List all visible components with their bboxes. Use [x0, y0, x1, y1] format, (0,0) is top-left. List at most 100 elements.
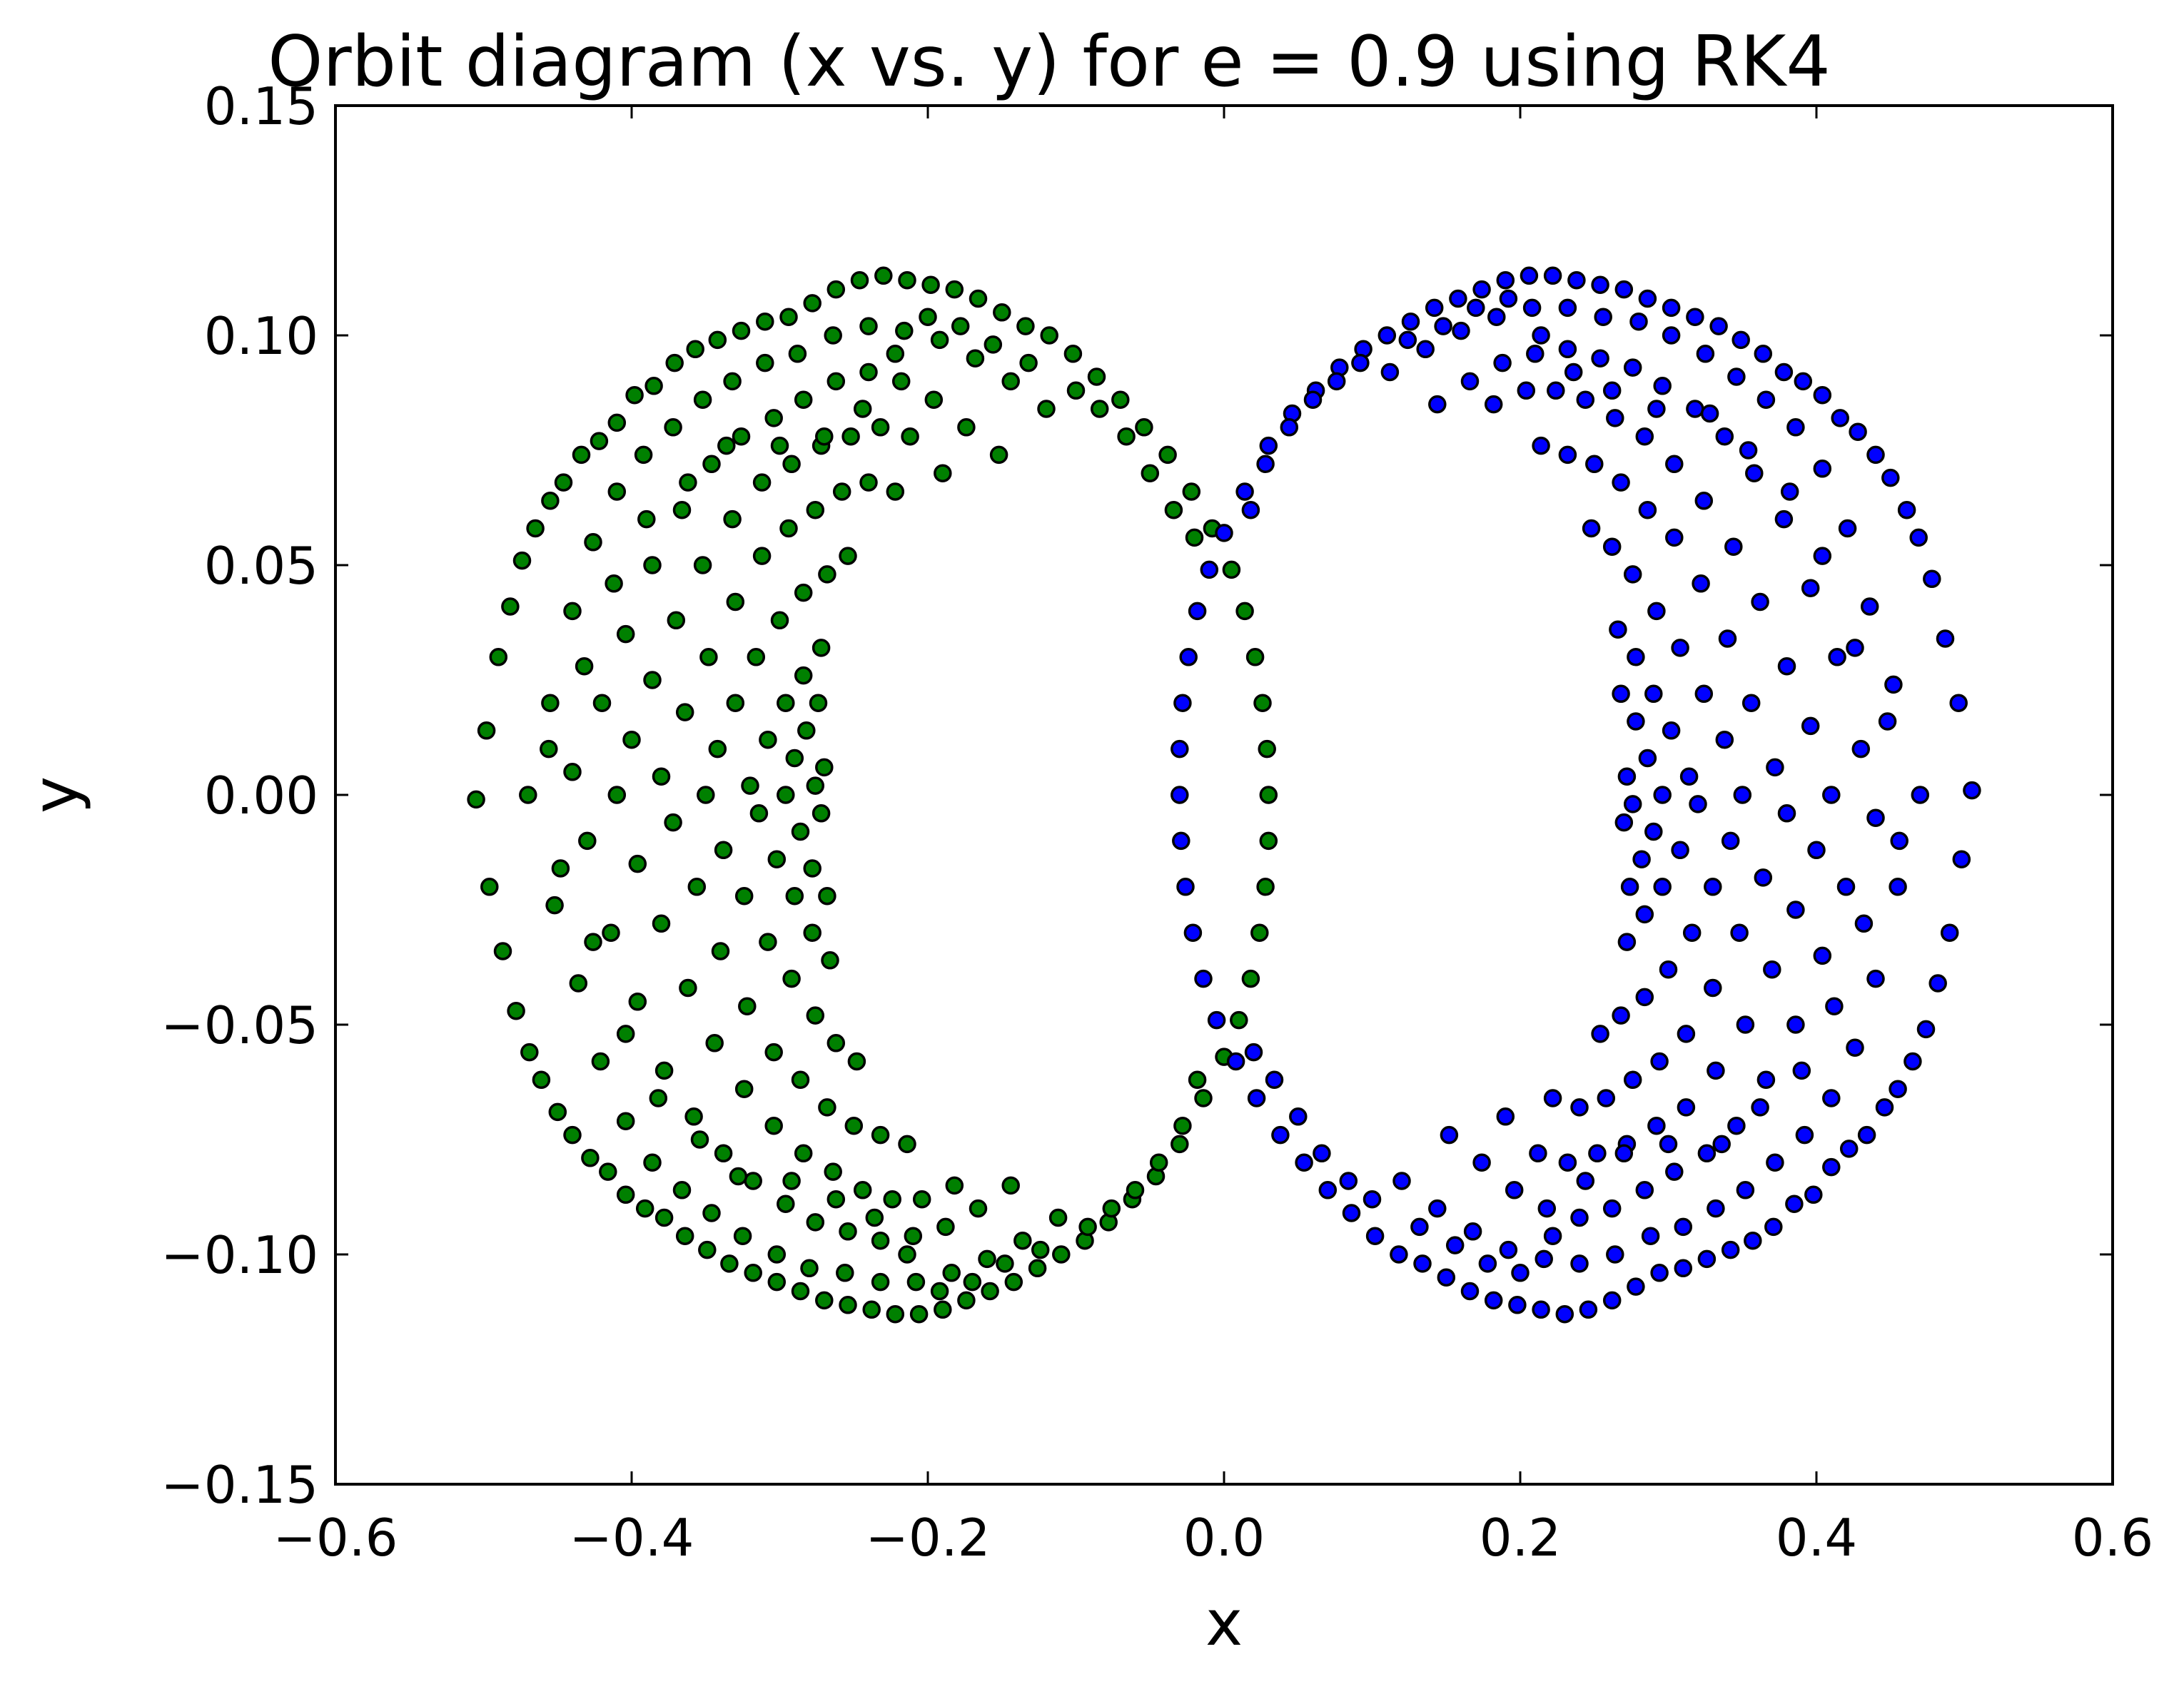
- scatter-point: [1259, 436, 1278, 455]
- scatter-point: [652, 767, 671, 786]
- scatter-point: [1756, 1070, 1776, 1090]
- scatter-point: [764, 1116, 783, 1135]
- scatter-point: [752, 547, 772, 565]
- scatter-point: [649, 1089, 668, 1107]
- scatter-point: [1597, 1089, 1616, 1107]
- scatter-point: [643, 556, 662, 574]
- scatter-point: [1694, 492, 1714, 510]
- scatter-point: [635, 1199, 654, 1218]
- scatter-point: [684, 1107, 703, 1126]
- scatter-point: [815, 427, 834, 446]
- scatter-point: [934, 464, 952, 482]
- scatter-point: [839, 547, 857, 565]
- scatter-point: [1522, 298, 1542, 318]
- scatter-point: [1614, 1144, 1634, 1163]
- scatter-point: [906, 1272, 926, 1292]
- scatter-point: [1730, 923, 1749, 942]
- scatter-point: [720, 1254, 739, 1273]
- scatter-point: [1013, 1231, 1032, 1250]
- scatter-point: [1241, 969, 1260, 988]
- scatter-point: [1176, 878, 1195, 896]
- scatter-point: [1635, 988, 1654, 1007]
- scatter-point: [1739, 441, 1758, 460]
- x-tick-label: 0.6: [2072, 1508, 2154, 1568]
- scatter-point: [909, 1304, 929, 1324]
- scatter-point: [826, 372, 846, 391]
- scatter-point: [1428, 1199, 1447, 1218]
- scatter-point: [1526, 345, 1545, 363]
- scatter-point: [832, 482, 851, 501]
- scatter-point: [1766, 758, 1784, 777]
- x-tick-label: 0.0: [1183, 1508, 1265, 1568]
- scatter-point: [664, 418, 682, 437]
- scatter-point: [1339, 1172, 1358, 1190]
- scatter-point: [752, 473, 772, 492]
- scatter-point: [702, 455, 721, 474]
- scatter-point: [1040, 326, 1058, 345]
- y-tick-label: 0.05: [204, 536, 318, 596]
- scatter-point: [732, 321, 751, 340]
- scatter-point: [1940, 923, 1959, 942]
- scatter-point: [891, 372, 911, 391]
- scatter-point: [812, 804, 831, 823]
- scatter-point: [1543, 1227, 1562, 1245]
- scatter-point: [1647, 400, 1666, 418]
- scatter-point: [1037, 400, 1056, 418]
- scatter-point: [705, 1034, 724, 1052]
- scatter-point: [507, 1001, 525, 1020]
- scatter-point: [767, 850, 787, 868]
- scatter-point: [803, 923, 821, 942]
- scatter-point: [984, 335, 1003, 354]
- scatter-point: [616, 1025, 635, 1043]
- scatter-point: [1256, 455, 1275, 474]
- scatter-point: [1647, 1116, 1666, 1135]
- scatter-point: [1172, 831, 1190, 851]
- scatter-point: [1911, 786, 1930, 804]
- scatter-point: [1854, 914, 1874, 933]
- scatter-point: [1380, 362, 1400, 382]
- scatter-point: [859, 317, 878, 335]
- scatter-point: [1377, 326, 1397, 345]
- scatter-point: [912, 1190, 931, 1209]
- scatter-point: [1623, 795, 1642, 813]
- scatter-point: [616, 1185, 635, 1204]
- scatter-point: [898, 1135, 916, 1154]
- scatter-point: [895, 321, 914, 340]
- scatter-point: [1591, 275, 1609, 294]
- scatter-point: [865, 1208, 884, 1227]
- scatter-point: [898, 270, 916, 290]
- y-tick-label: 0.00: [204, 766, 318, 826]
- scatter-point: [1653, 377, 1672, 395]
- scatter-point: [791, 822, 810, 841]
- scatter-point: [1777, 804, 1796, 823]
- scatter-point: [1327, 372, 1346, 391]
- scatter-point: [1602, 381, 1622, 400]
- scatter-point: [853, 400, 872, 418]
- scatter-point: [1182, 482, 1201, 501]
- scatter-point: [764, 1043, 783, 1062]
- scatter-point: [1653, 878, 1672, 896]
- scatter-point: [1570, 1098, 1589, 1117]
- scatter-point: [806, 1213, 825, 1232]
- scatter-point: [1066, 381, 1086, 400]
- scatter-point: [1857, 1125, 1876, 1145]
- scatter-point: [1434, 317, 1452, 335]
- scatter-point: [1704, 878, 1722, 896]
- scatter-point: [1923, 569, 1941, 589]
- scatter-point: [957, 1291, 976, 1310]
- scatter-point: [844, 1116, 864, 1135]
- scatter-point: [951, 317, 970, 335]
- scatter-point: [779, 519, 798, 538]
- scatter-point: [1511, 1264, 1530, 1282]
- scatter-point: [1774, 362, 1794, 382]
- scatter-point: [1449, 289, 1467, 308]
- x-tick-label: −0.2: [866, 1508, 991, 1568]
- scatter-point: [1496, 270, 1515, 290]
- scatter-point: [1609, 620, 1627, 639]
- scatter-point: [1250, 923, 1269, 942]
- scatter-point: [1303, 390, 1323, 409]
- scatter-point: [1694, 684, 1714, 704]
- scatter-point: [634, 445, 653, 465]
- scatter-point: [1860, 597, 1879, 616]
- chart-title: Orbit diagram (x vs. y) for e = 0.9 usin…: [268, 21, 1830, 103]
